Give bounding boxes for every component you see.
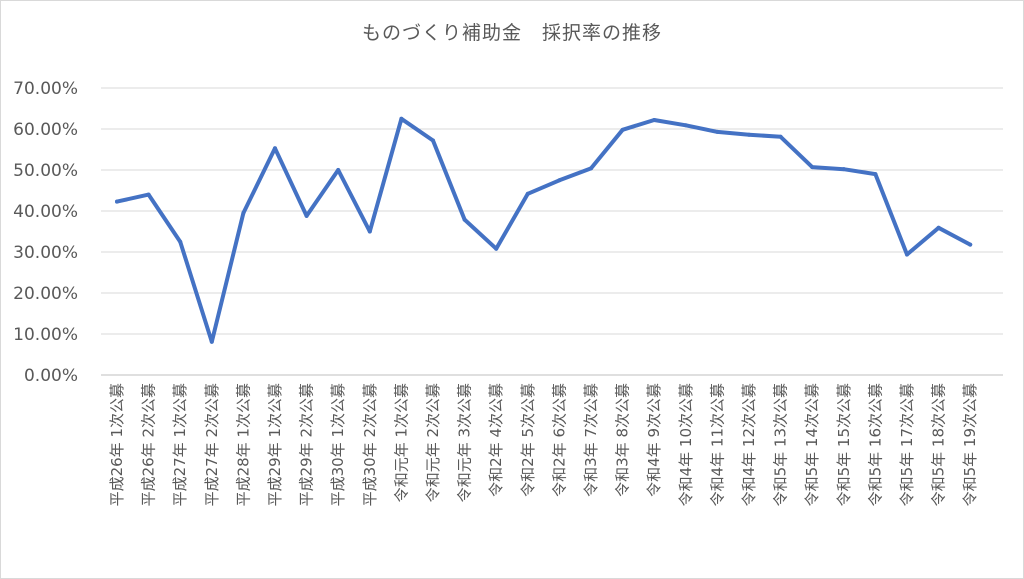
y-tick-label: 30.00% [13, 243, 78, 263]
x-tick-label: 令和元年 3次公募 [456, 383, 474, 502]
data-point [936, 225, 941, 230]
data-point [462, 217, 467, 222]
data-point [778, 134, 783, 139]
data-point [841, 167, 846, 172]
y-tick-label: 20.00% [13, 284, 78, 304]
x-tick-label: 令和元年 2次公募 [424, 383, 442, 502]
y-tick-label: 0.00% [24, 366, 78, 386]
gridlines [101, 87, 1003, 376]
x-tick-label: 平成30年 2次公募 [361, 383, 379, 506]
y-tick-label: 60.00% [13, 120, 78, 140]
chart-title: ものづくり補助金 採択率の推移 [361, 22, 662, 44]
data-point [399, 116, 404, 121]
y-tick-label: 50.00% [13, 161, 78, 181]
x-tick-label: 平成29年 2次公募 [298, 383, 316, 506]
data-point [431, 138, 435, 143]
y-tick-label: 40.00% [13, 202, 78, 222]
x-tick-label: 令和5年 19次公募 [961, 383, 979, 506]
data-point [557, 178, 562, 183]
x-tick-label: 令和5年 13次公募 [772, 383, 790, 506]
data-point [525, 191, 530, 196]
x-tick-label: 令和4年 12次公募 [740, 383, 758, 506]
data-point [146, 192, 151, 197]
x-tick-label: 令和5年 14次公募 [803, 383, 821, 506]
y-tick-label: 10.00% [13, 325, 78, 345]
data-point [810, 165, 815, 170]
data-point [273, 146, 277, 151]
x-tick-label: 令和4年 11次公募 [708, 383, 726, 506]
x-tick-label: 令和2年 5次公募 [519, 383, 537, 497]
x-tick-label: 令和5年 15次公募 [835, 383, 853, 506]
data-point [178, 239, 183, 244]
y-axis-tick-labels: 0.00% 10.00% 20.00% 30.00% 40.00% 50.00% 60.00… [13, 79, 78, 386]
x-tick-label: 令和5年 17次公募 [898, 383, 916, 506]
data-point [336, 168, 341, 172]
x-tick-label: 平成27年 2次公募 [203, 383, 221, 506]
data-point [115, 199, 119, 204]
data-point [905, 252, 909, 257]
x-tick-label: 平成28年 1次公募 [234, 383, 252, 506]
x-tick-label: 平成26年 2次公募 [140, 383, 158, 506]
x-tick-label: 令和4年 9次公募 [645, 383, 663, 497]
y-tick-label: 70.00% [13, 79, 78, 99]
data-point [367, 229, 372, 234]
x-tick-label: 平成29年 1次公募 [266, 383, 284, 506]
x-tick-label: 平成30年 1次公募 [329, 383, 347, 506]
x-tick-label: 令和5年 16次公募 [866, 383, 884, 506]
data-point [747, 132, 751, 137]
series-lines [115, 116, 973, 344]
data-point [652, 117, 657, 122]
data-point [968, 242, 973, 247]
x-tick-label: 令和元年 1次公募 [392, 383, 410, 502]
x-tick-label: 令和3年 8次公募 [614, 383, 632, 497]
data-point [715, 129, 720, 134]
x-tick-label: 平成26年 1次公募 [108, 383, 126, 506]
data-point [304, 213, 309, 218]
series-line [115, 116, 973, 344]
data-point [873, 172, 878, 177]
x-tick-label: 令和4年 10次公募 [677, 383, 695, 506]
x-tick-label: 令和2年 6次公募 [550, 383, 568, 497]
x-axis-tick-labels: 平成26年 1次公募 平成26年 2次公募 平成27年 1次公募 平成27年 2次公募… [108, 383, 979, 506]
x-tick-label: 平成27年 1次公募 [171, 383, 189, 506]
data-point [241, 211, 246, 216]
x-tick-label: 令和3年 7次公募 [582, 383, 600, 497]
data-point [494, 246, 499, 251]
data-point [589, 166, 593, 171]
data-point [209, 339, 214, 344]
data-point [683, 123, 688, 128]
x-tick-label: 令和2年 4次公募 [487, 383, 505, 497]
data-point [620, 127, 625, 132]
x-tick-label: 令和5年 18次公募 [930, 383, 948, 506]
